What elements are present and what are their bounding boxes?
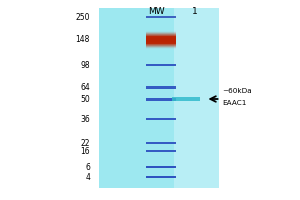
Bar xyxy=(146,32,176,39)
Text: 4: 4 xyxy=(85,172,90,182)
Text: MW: MW xyxy=(148,7,164,16)
Text: 98: 98 xyxy=(80,60,90,70)
Bar xyxy=(146,142,176,144)
Bar xyxy=(146,86,176,88)
Bar xyxy=(174,8,219,188)
Bar xyxy=(146,40,176,47)
Bar xyxy=(146,36,176,44)
Bar xyxy=(99,8,219,188)
Bar xyxy=(146,42,176,49)
Text: 250: 250 xyxy=(76,12,90,21)
Bar xyxy=(146,150,176,152)
Bar xyxy=(146,16,176,18)
Text: ~60kDa: ~60kDa xyxy=(222,88,252,94)
Text: 148: 148 xyxy=(76,36,90,45)
Bar xyxy=(146,33,176,40)
Bar xyxy=(146,41,176,48)
Bar xyxy=(146,36,176,43)
Text: 22: 22 xyxy=(80,138,90,148)
Bar xyxy=(146,98,176,100)
Bar xyxy=(146,34,176,41)
Bar xyxy=(172,97,200,101)
Text: 50: 50 xyxy=(80,95,90,104)
Text: 6: 6 xyxy=(85,162,90,171)
Bar xyxy=(146,39,176,46)
Bar xyxy=(146,31,176,38)
Text: 64: 64 xyxy=(80,83,90,92)
Bar xyxy=(146,176,176,178)
Bar xyxy=(146,35,176,42)
Bar xyxy=(146,37,176,44)
Bar xyxy=(146,38,176,45)
Bar xyxy=(146,166,176,168)
Bar xyxy=(146,64,176,66)
Text: 1: 1 xyxy=(192,7,198,16)
Text: 36: 36 xyxy=(80,114,90,123)
Text: 16: 16 xyxy=(80,146,90,156)
Text: EAAC1: EAAC1 xyxy=(222,100,246,106)
Bar xyxy=(146,118,176,120)
